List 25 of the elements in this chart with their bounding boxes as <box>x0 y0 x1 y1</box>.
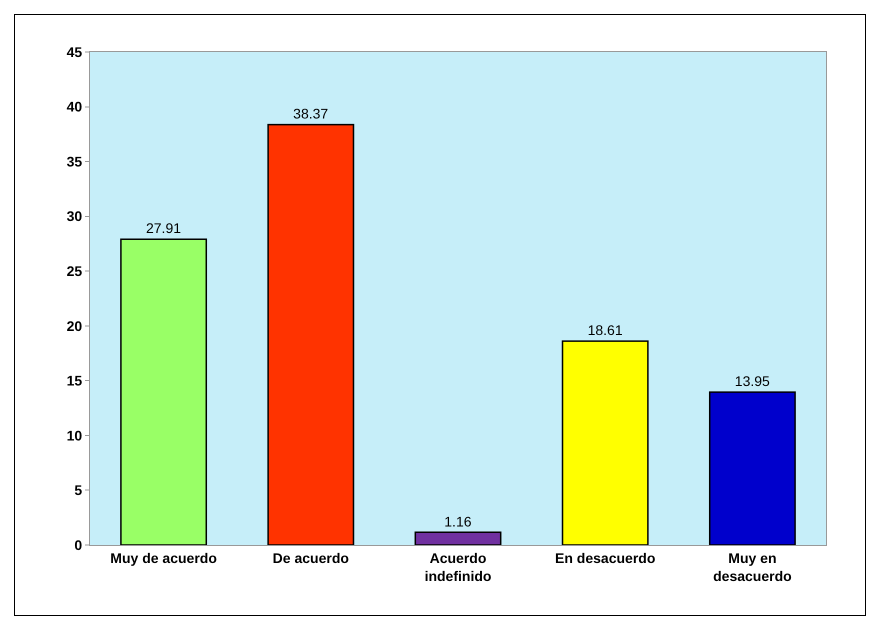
y-tick-label: 0 <box>74 536 82 553</box>
x-tick-label: Muy en desacuerdo <box>713 550 792 584</box>
x-tick-label: Muy de acuerdo <box>110 550 217 566</box>
bar <box>708 391 796 545</box>
y-tick-label: 15 <box>66 372 82 389</box>
y-tick-label: 10 <box>66 427 82 444</box>
bar <box>120 238 208 545</box>
y-tick-label: 5 <box>74 482 82 498</box>
data-label: 38.37 <box>293 106 328 122</box>
y-tick-label: 35 <box>66 153 82 170</box>
data-label: 18.61 <box>588 322 623 338</box>
x-tick-label: De acuerdo <box>272 550 349 566</box>
y-tick-label: 25 <box>66 263 82 280</box>
bar <box>414 532 502 545</box>
x-tick-label: Acuerdo indefinido <box>424 550 492 584</box>
y-tick-label: 45 <box>66 44 82 60</box>
y-tick-label: 20 <box>66 318 82 334</box>
data-label: 27.91 <box>146 220 182 236</box>
bar <box>267 124 354 545</box>
data-label: 1.16 <box>444 513 472 530</box>
y-tick-label: 30 <box>66 208 82 224</box>
y-tick-label: 40 <box>66 98 82 115</box>
data-label: 13.95 <box>734 373 770 390</box>
x-tick-label: En desacuerdo <box>555 550 656 566</box>
bar <box>562 340 649 545</box>
